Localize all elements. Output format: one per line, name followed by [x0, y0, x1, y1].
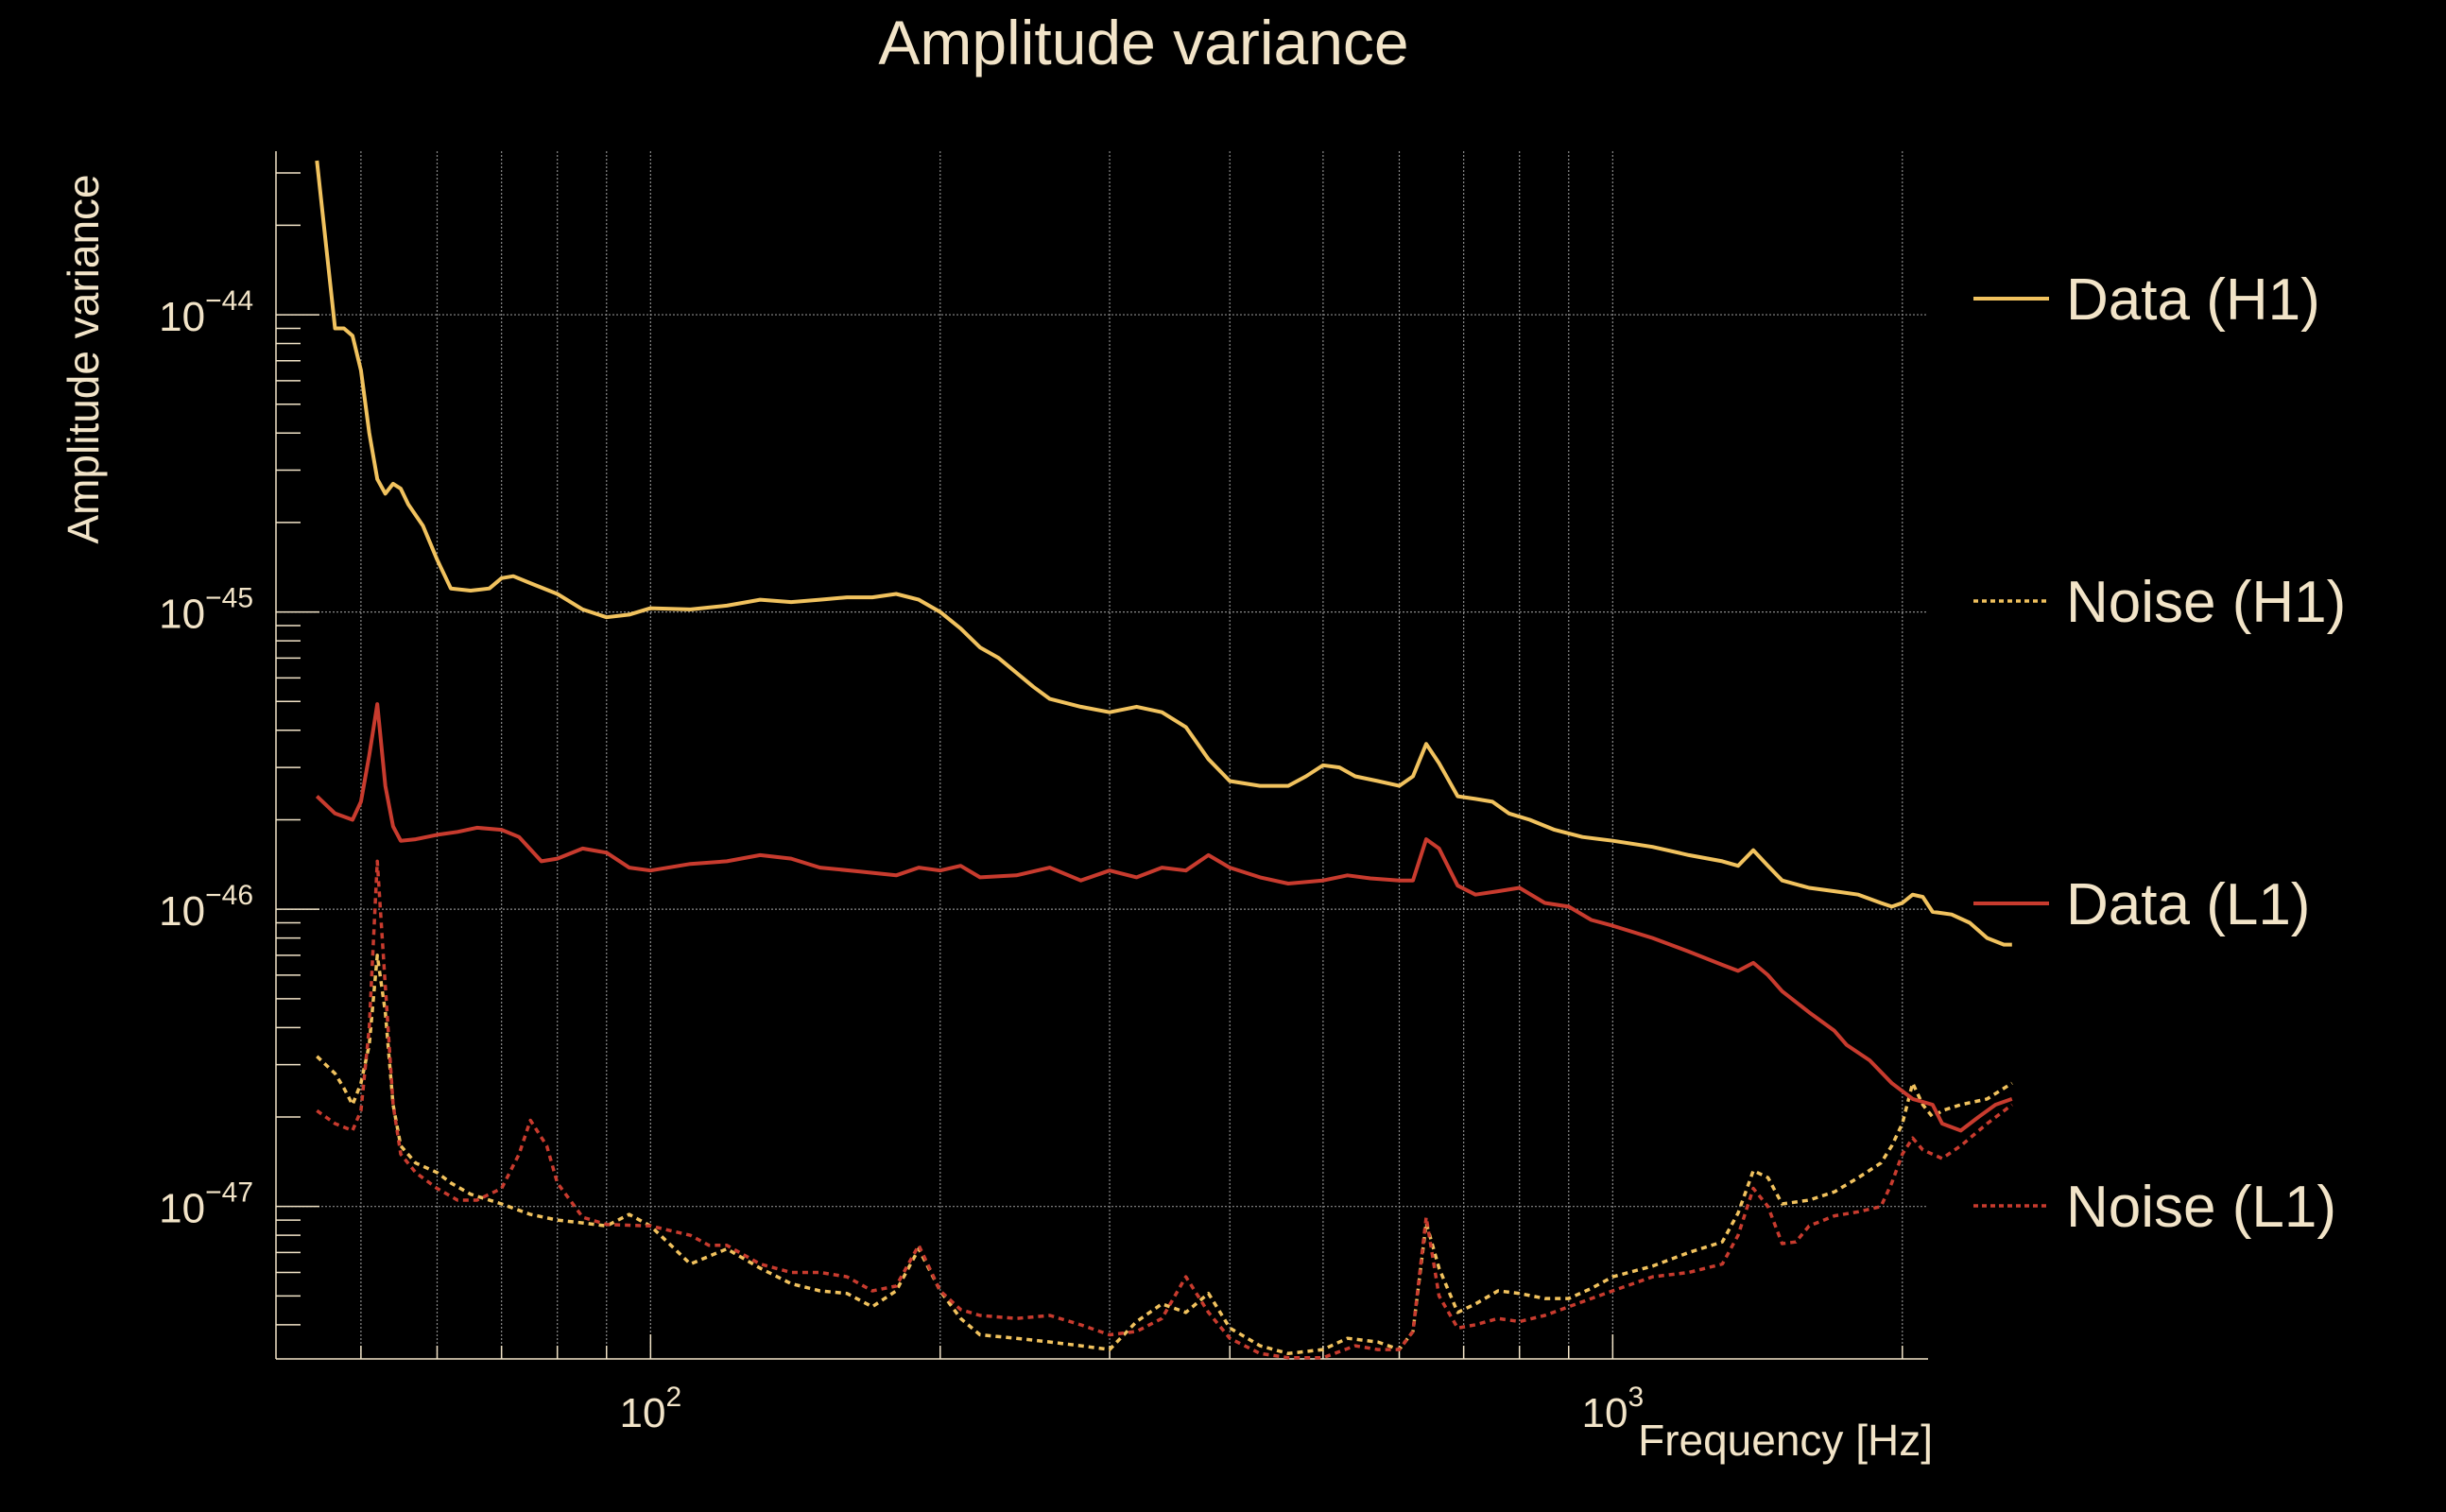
legend-label: Noise (H1) [2066, 570, 2346, 635]
legend: Data (H1) Noise (H1) Data (L1) Noise (L1) [1973, 267, 2346, 1240]
axes: 10−44 10−45 10−46 10−47 102 103 [159, 151, 1928, 1436]
y-tick-label: 10−46 [159, 880, 253, 935]
legend-label: Data (L1) [2066, 872, 2310, 937]
grid [276, 151, 1928, 1359]
series-line-3 [315, 702, 2013, 1133]
chart-title: Amplitude variance [878, 8, 1408, 77]
legend-label: Noise (L1) [2066, 1175, 2336, 1240]
x-axis-label: Frequency [Hz] [1638, 1416, 1933, 1465]
y-tick-label: 10−44 [159, 285, 253, 340]
series-line-2 [316, 954, 2013, 1356]
series-line-1 [315, 160, 2012, 947]
y-tick-label: 10−45 [159, 583, 253, 638]
legend-label: Data (H1) [2066, 267, 2320, 333]
x-tick-label: 103 [1582, 1382, 1645, 1436]
y-tick-label: 10−47 [159, 1177, 253, 1232]
y-axis-label: Amplitude variance [59, 174, 108, 543]
plot-area [315, 160, 2013, 1360]
x-tick-label: 102 [620, 1382, 682, 1436]
